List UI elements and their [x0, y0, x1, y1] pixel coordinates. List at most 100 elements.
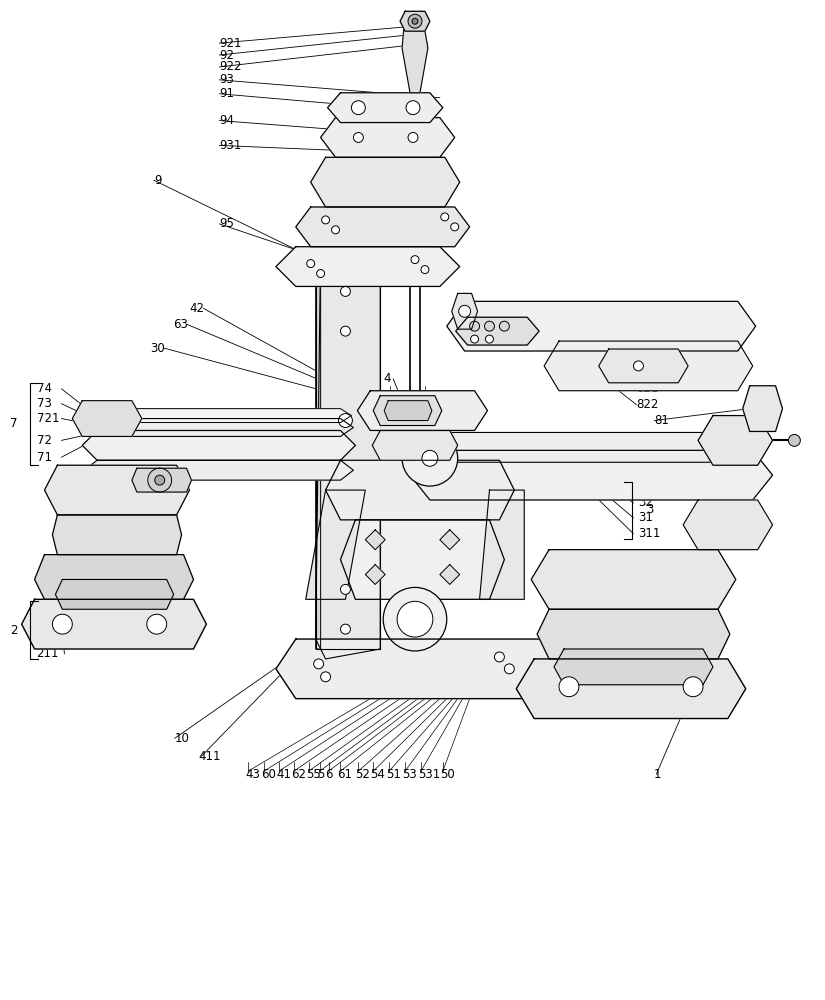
Circle shape [559, 677, 579, 697]
Text: 5: 5 [317, 768, 324, 781]
Polygon shape [742, 386, 782, 431]
Polygon shape [683, 500, 772, 550]
Text: 85: 85 [489, 330, 504, 343]
Text: 51: 51 [386, 768, 401, 781]
Circle shape [406, 101, 420, 115]
Text: 1: 1 [653, 768, 661, 781]
Text: 31: 31 [639, 511, 653, 524]
Text: 921: 921 [219, 37, 242, 50]
Text: 43: 43 [245, 768, 260, 781]
Polygon shape [402, 25, 428, 93]
Polygon shape [306, 490, 365, 599]
Text: 62: 62 [291, 768, 306, 781]
Polygon shape [82, 430, 356, 460]
Circle shape [322, 216, 329, 224]
Circle shape [408, 14, 422, 28]
Polygon shape [357, 391, 488, 430]
Polygon shape [440, 530, 460, 550]
Polygon shape [400, 11, 430, 31]
Circle shape [499, 321, 509, 331]
Circle shape [634, 361, 644, 371]
Circle shape [421, 266, 429, 274]
Polygon shape [276, 639, 564, 699]
Text: 95: 95 [219, 217, 234, 230]
Text: 211: 211 [36, 647, 59, 660]
Text: 82: 82 [571, 339, 586, 352]
Circle shape [494, 652, 504, 662]
Text: 10: 10 [355, 386, 370, 399]
Text: 841: 841 [504, 315, 526, 328]
Circle shape [341, 286, 351, 296]
Text: 41: 41 [276, 768, 291, 781]
Text: 61: 61 [337, 768, 352, 781]
Circle shape [469, 321, 479, 331]
Circle shape [147, 614, 167, 634]
Circle shape [383, 587, 447, 651]
Polygon shape [73, 401, 142, 436]
Text: 60: 60 [261, 768, 276, 781]
Circle shape [338, 414, 352, 427]
Text: 30: 30 [150, 342, 164, 355]
Text: 55: 55 [306, 768, 320, 781]
Text: 93: 93 [219, 73, 234, 86]
Circle shape [155, 475, 165, 485]
Circle shape [459, 305, 470, 317]
Polygon shape [452, 293, 478, 329]
Text: 8211: 8211 [555, 330, 585, 343]
Polygon shape [554, 649, 713, 685]
Circle shape [441, 213, 449, 221]
Polygon shape [599, 349, 688, 383]
Text: 81: 81 [654, 414, 669, 427]
Text: 86: 86 [478, 315, 493, 328]
Circle shape [397, 601, 433, 637]
Circle shape [351, 101, 365, 115]
Polygon shape [321, 118, 455, 157]
Circle shape [412, 18, 418, 24]
Text: 822: 822 [636, 398, 659, 411]
Text: 8: 8 [573, 309, 580, 322]
Circle shape [341, 584, 351, 594]
Polygon shape [311, 157, 460, 207]
Circle shape [484, 321, 494, 331]
Polygon shape [132, 468, 191, 492]
Polygon shape [410, 450, 772, 500]
Text: 6: 6 [326, 768, 333, 781]
Text: 21: 21 [36, 631, 51, 644]
Circle shape [422, 450, 438, 466]
Text: 531: 531 [418, 768, 441, 781]
Circle shape [485, 335, 493, 343]
Text: 20: 20 [405, 407, 420, 420]
Text: 22: 22 [36, 615, 51, 628]
Polygon shape [328, 93, 443, 123]
Polygon shape [45, 465, 190, 515]
Circle shape [450, 223, 459, 231]
Polygon shape [365, 565, 385, 584]
Text: 221: 221 [36, 600, 59, 613]
Polygon shape [440, 565, 460, 584]
Text: 71: 71 [36, 451, 51, 464]
Polygon shape [55, 579, 173, 609]
Polygon shape [53, 515, 182, 555]
Polygon shape [372, 430, 458, 460]
Text: 73: 73 [36, 397, 51, 410]
Polygon shape [384, 401, 431, 421]
Polygon shape [316, 247, 380, 659]
Polygon shape [326, 460, 514, 520]
Polygon shape [415, 432, 767, 462]
Circle shape [341, 326, 351, 336]
Circle shape [402, 430, 458, 486]
Circle shape [317, 270, 324, 278]
Circle shape [307, 260, 314, 268]
Text: 54: 54 [370, 768, 385, 781]
Polygon shape [21, 599, 206, 649]
Text: 823: 823 [523, 315, 545, 328]
Text: 52: 52 [356, 768, 370, 781]
Circle shape [148, 468, 172, 492]
Text: 63: 63 [173, 318, 188, 331]
Polygon shape [341, 520, 504, 599]
Circle shape [353, 132, 363, 142]
Polygon shape [276, 247, 460, 286]
Polygon shape [537, 609, 730, 659]
Text: 311: 311 [639, 527, 661, 540]
Text: 84: 84 [523, 330, 538, 343]
